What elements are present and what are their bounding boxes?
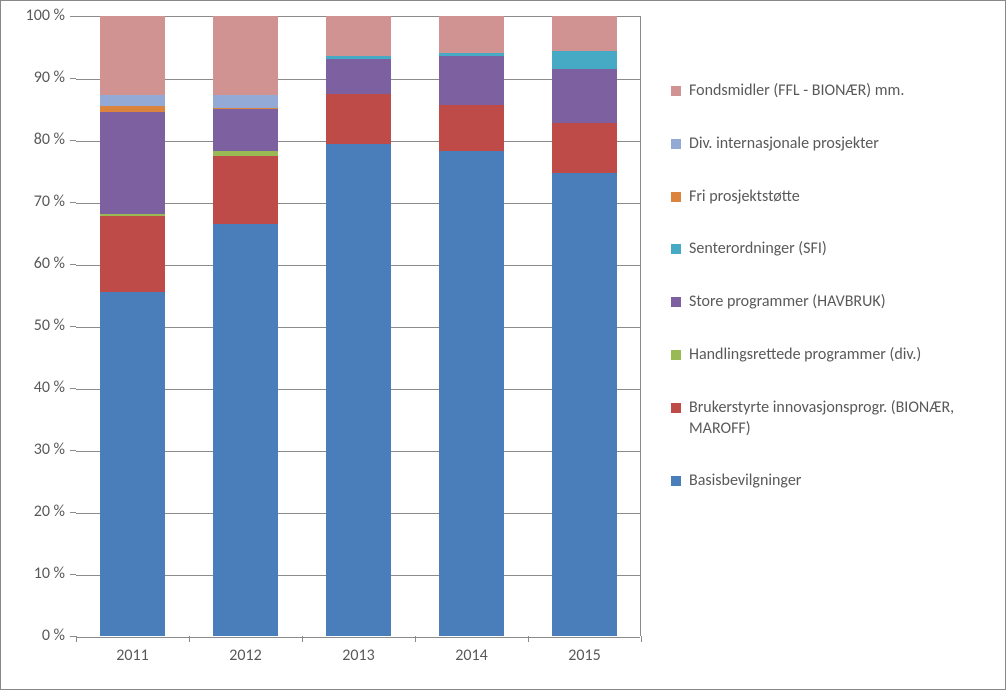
y-axis-label: 30 % <box>34 440 65 459</box>
y-axis-label: 10 % <box>34 564 65 583</box>
bar-2011 <box>100 16 165 636</box>
y-axis-label: 40 % <box>34 378 65 397</box>
legend-item-senter: Senterordninger (SFI) <box>671 239 991 260</box>
legend-label: Senterordninger (SFI) <box>689 239 827 260</box>
chart-container: Fondsmidler (FFL - BIONÆR) mm. Div. inter… <box>0 0 1006 690</box>
legend-swatch <box>671 403 681 413</box>
x-tick <box>76 636 77 642</box>
legend-item-fri: Fri prosjektstøtte <box>671 187 991 208</box>
segment-senter <box>439 53 504 56</box>
legend-item-basis: Basisbevilgninger <box>671 471 991 492</box>
y-axis-label: 90 % <box>34 68 65 87</box>
x-axis-label: 2014 <box>455 646 487 665</box>
y-tick <box>70 16 76 17</box>
y-axis-label: 70 % <box>34 192 65 211</box>
segment-bruker <box>552 123 617 173</box>
bar-2012 <box>213 16 278 636</box>
bar-2014 <box>439 16 504 636</box>
legend-label: Basisbevilgninger <box>689 471 801 492</box>
legend-label: Handlingsrettede programmer (div.) <box>689 345 921 366</box>
segment-fonds <box>213 16 278 95</box>
segment-store <box>100 112 165 214</box>
y-axis-label: 80 % <box>34 130 65 149</box>
x-axis-label: 2011 <box>116 646 148 665</box>
x-tick <box>189 636 190 642</box>
y-tick <box>70 264 76 265</box>
segment-bruker <box>439 105 504 151</box>
segment-fonds <box>439 16 504 53</box>
segment-bruker <box>100 216 165 292</box>
x-axis-label: 2015 <box>568 646 600 665</box>
y-tick <box>70 388 76 389</box>
y-tick <box>70 140 76 141</box>
legend-label: Brukerstyrte innovasjonsprogr. (BIONÆR, … <box>689 398 991 440</box>
y-tick <box>70 450 76 451</box>
x-tick <box>415 636 416 642</box>
legend-swatch <box>671 350 681 360</box>
segment-fri <box>100 106 165 112</box>
segment-fri <box>213 108 278 109</box>
segment-basis <box>213 224 278 636</box>
y-tick <box>70 326 76 327</box>
segment-fonds <box>552 16 617 51</box>
segment-fonds <box>326 16 391 56</box>
segment-bruker <box>326 94 391 145</box>
bar-2013 <box>326 16 391 636</box>
segment-fonds <box>100 16 165 95</box>
segment-bruker <box>213 156 278 224</box>
legend-item-bruker: Brukerstyrte innovasjonsprogr. (BIONÆR, … <box>671 398 991 440</box>
bar-2015 <box>552 16 617 636</box>
y-tick <box>70 78 76 79</box>
segment-div_intl <box>100 95 165 106</box>
legend-item-store: Store programmer (HAVBRUK) <box>671 292 991 313</box>
legend-swatch <box>671 297 681 307</box>
y-axis-label: 20 % <box>34 502 65 521</box>
y-axis-label: 0 % <box>42 626 65 645</box>
legend-label: Fondsmidler (FFL - BIONÆR) mm. <box>689 81 904 102</box>
segment-basis <box>439 151 504 636</box>
legend-swatch <box>671 86 681 96</box>
y-axis-label: 50 % <box>34 316 65 335</box>
legend-swatch <box>671 476 681 486</box>
legend-item-handling: Handlingsrettede programmer (div.) <box>671 345 991 366</box>
segment-handling <box>100 214 165 215</box>
gridline <box>76 637 640 638</box>
y-tick <box>70 512 76 513</box>
legend-label: Fri prosjektstøtte <box>689 187 800 208</box>
x-axis-label: 2013 <box>342 646 374 665</box>
segment-div_intl <box>213 95 278 107</box>
y-tick <box>70 574 76 575</box>
legend-item-fonds: Fondsmidler (FFL - BIONÆR) mm. <box>671 81 991 102</box>
segment-basis <box>326 144 391 636</box>
x-tick <box>641 636 642 642</box>
x-tick <box>528 636 529 642</box>
segment-senter <box>326 56 391 59</box>
segment-basis <box>100 292 165 636</box>
y-tick <box>70 202 76 203</box>
segment-handling <box>213 151 278 155</box>
segment-basis <box>552 173 617 636</box>
legend-swatch <box>671 244 681 254</box>
y-axis-label: 60 % <box>34 254 65 273</box>
legend-swatch <box>671 192 681 202</box>
segment-store <box>439 56 504 104</box>
x-axis-label: 2012 <box>229 646 261 665</box>
legend-item-div_intl: Div. internasjonale prosjekter <box>671 134 991 155</box>
segment-store <box>326 59 391 93</box>
legend: Fondsmidler (FFL - BIONÆR) mm. Div. inter… <box>671 81 991 524</box>
legend-label: Div. internasjonale prosjekter <box>689 134 879 155</box>
segment-store <box>213 109 278 151</box>
legend-swatch <box>671 139 681 149</box>
segment-senter <box>552 51 617 68</box>
legend-label: Store programmer (HAVBRUK) <box>689 292 886 313</box>
x-tick <box>302 636 303 642</box>
y-axis-label: 100 % <box>26 6 65 25</box>
segment-store <box>552 69 617 124</box>
